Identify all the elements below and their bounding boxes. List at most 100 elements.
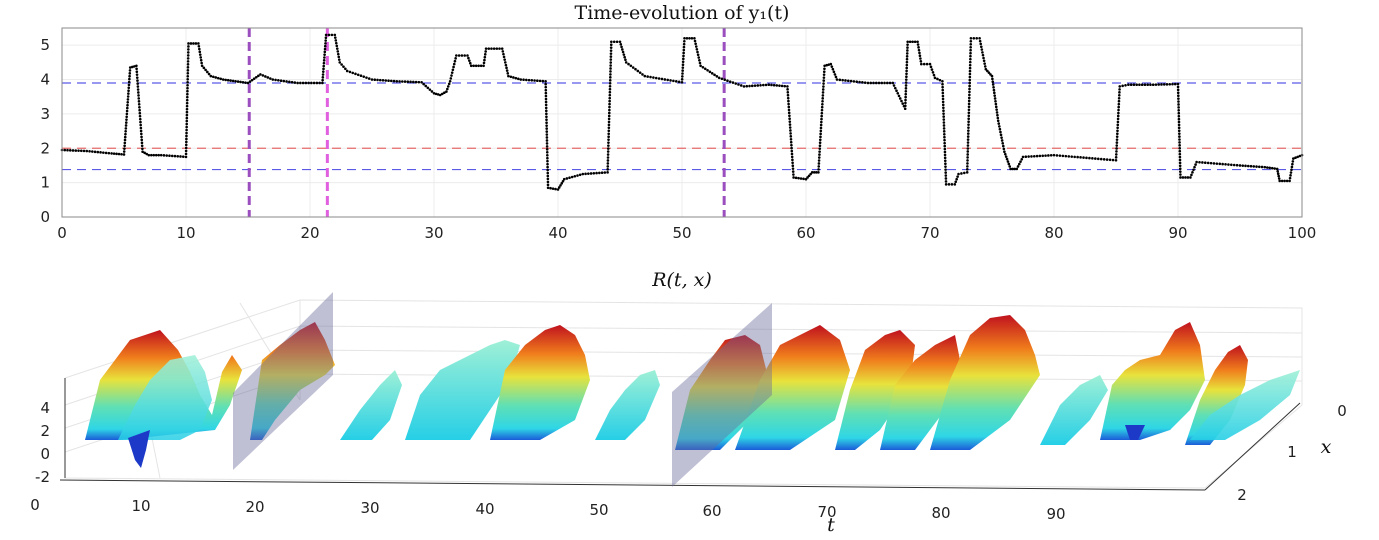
data-point <box>1285 179 1289 183</box>
data-point <box>888 81 892 85</box>
data-point <box>835 78 839 81</box>
data-point <box>1238 164 1242 167</box>
data-point <box>1005 157 1009 161</box>
data-point <box>772 83 776 87</box>
data-point <box>750 84 754 88</box>
data-point <box>1177 106 1180 109</box>
data-point <box>646 75 649 78</box>
data-point <box>603 171 607 174</box>
data-point <box>1181 176 1185 179</box>
data-point <box>706 69 709 72</box>
data-point <box>1052 153 1056 157</box>
data-point <box>819 132 822 136</box>
data-point <box>717 76 721 80</box>
data-point <box>968 78 972 82</box>
data-point <box>514 76 518 80</box>
data-point <box>157 153 161 157</box>
data-point <box>99 151 102 154</box>
surface-axes <box>59 378 1301 491</box>
data-point <box>367 77 371 80</box>
data-point <box>336 52 340 56</box>
data-point <box>997 122 1001 125</box>
data-point <box>1118 91 1121 94</box>
data-point <box>606 159 610 162</box>
data-point <box>154 153 158 157</box>
data-point <box>609 55 613 58</box>
data-point <box>187 45 190 48</box>
data-point <box>420 80 423 84</box>
data-point <box>792 176 795 179</box>
data-point <box>211 75 215 79</box>
data-point <box>624 61 628 64</box>
data-point <box>321 70 325 73</box>
data-point <box>126 100 130 104</box>
data-point <box>137 100 141 103</box>
data-point <box>607 138 610 141</box>
data-point <box>1178 167 1182 171</box>
data-point <box>790 149 794 153</box>
data-point <box>983 65 987 68</box>
data-point <box>426 86 430 90</box>
data-point <box>885 81 889 85</box>
data-point <box>968 63 972 67</box>
data-point <box>943 150 947 154</box>
data-point <box>1246 164 1250 168</box>
data-point <box>904 89 908 93</box>
data-point <box>905 63 909 67</box>
data-point <box>123 141 127 145</box>
data-point <box>1061 154 1065 158</box>
data-point <box>968 69 972 73</box>
data-point <box>334 39 338 42</box>
data-point <box>124 129 127 133</box>
data-point <box>764 83 768 87</box>
data-point <box>125 109 129 113</box>
data-point <box>607 123 611 127</box>
y-tick-label: 1 <box>40 174 50 192</box>
data-point <box>896 91 900 95</box>
data-point <box>322 64 326 68</box>
x-tick-label: 0 <box>57 224 67 242</box>
data-point <box>770 83 773 87</box>
data-point <box>1151 83 1155 86</box>
data-point <box>822 82 825 85</box>
data-point <box>451 68 455 72</box>
data-point <box>403 80 407 83</box>
data-point <box>608 90 612 94</box>
R-surface-panel: R(t, x) <box>30 269 1347 536</box>
data-point <box>1117 99 1121 103</box>
data-point <box>1298 154 1302 158</box>
data-point <box>918 51 921 55</box>
data-point <box>79 149 83 153</box>
data-point <box>817 165 821 168</box>
data-point <box>819 126 823 130</box>
data-point <box>1178 135 1181 138</box>
data-point <box>791 158 794 162</box>
data-point <box>612 40 616 44</box>
data-point <box>133 65 136 68</box>
data-point <box>432 91 436 95</box>
data-point <box>817 162 821 165</box>
data-point <box>1291 162 1294 166</box>
data-point <box>181 155 185 158</box>
data-point <box>978 37 981 40</box>
data-point <box>216 76 220 80</box>
data-point <box>1105 158 1109 161</box>
data-point <box>185 98 189 102</box>
data-point <box>713 73 716 77</box>
data-point <box>607 135 610 139</box>
data-point <box>608 79 612 82</box>
data-point <box>1179 173 1182 176</box>
data-point <box>322 61 326 65</box>
data-point <box>904 101 907 105</box>
data-point <box>1177 114 1181 118</box>
data-point <box>967 126 970 129</box>
y-tick-label: 5 <box>40 36 50 54</box>
data-point <box>239 80 242 84</box>
data-point <box>694 42 697 46</box>
data-point <box>942 124 946 127</box>
data-point <box>340 63 343 66</box>
data-point <box>967 129 970 132</box>
data-point <box>545 133 549 136</box>
data-point <box>753 84 757 87</box>
data-point <box>495 47 499 50</box>
